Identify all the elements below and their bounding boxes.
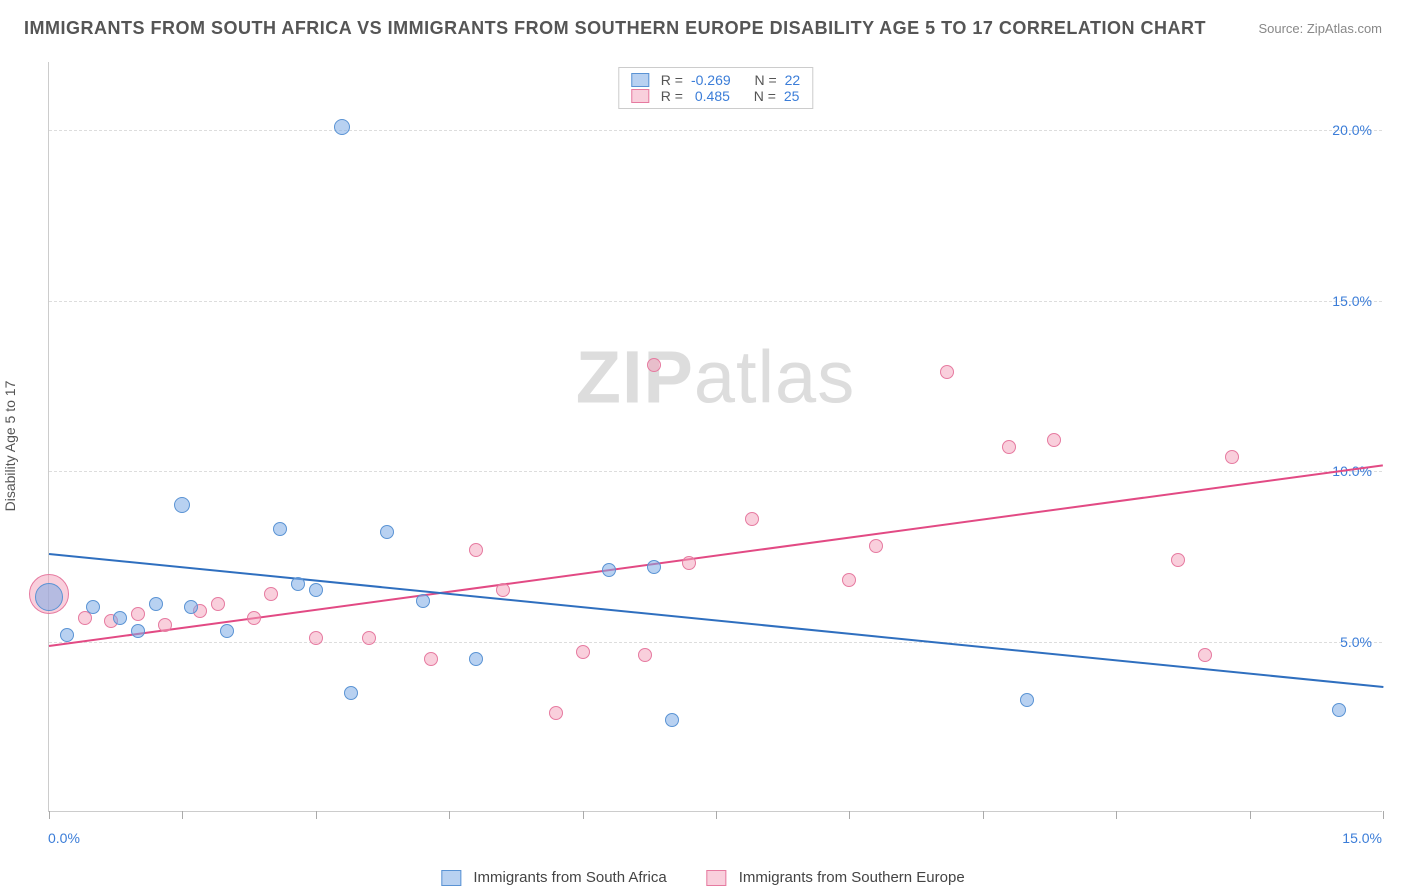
marker-series-b bbox=[647, 358, 661, 372]
watermark-thin: atlas bbox=[694, 335, 855, 418]
marker-series-a bbox=[647, 560, 661, 574]
r-label: R = bbox=[661, 88, 683, 104]
marker-series-b bbox=[496, 583, 510, 597]
stats-legend: R = -0.269 N = 22 R = 0.485 N = 25 bbox=[618, 67, 813, 109]
grid-h bbox=[49, 642, 1382, 643]
marker-series-a bbox=[344, 686, 358, 700]
x-tick bbox=[583, 811, 584, 819]
marker-series-b bbox=[469, 543, 483, 557]
grid-h bbox=[49, 301, 1382, 302]
legend-item-a: Immigrants from South Africa bbox=[441, 869, 666, 886]
marker-series-a bbox=[184, 600, 198, 614]
x-tick bbox=[49, 811, 50, 819]
marker-series-b bbox=[682, 556, 696, 570]
y-tick-label: 20.0% bbox=[1332, 122, 1372, 138]
marker-series-a bbox=[334, 119, 350, 135]
x-tick bbox=[983, 811, 984, 819]
watermark: ZIPatlas bbox=[576, 334, 855, 419]
marker-series-a bbox=[309, 583, 323, 597]
marker-series-b bbox=[1171, 553, 1185, 567]
swatch-series-a bbox=[441, 870, 461, 886]
marker-series-b bbox=[309, 631, 323, 645]
marker-series-a bbox=[1020, 693, 1034, 707]
bottom-legend: Immigrants from South Africa Immigrants … bbox=[441, 869, 964, 886]
plot-area: ZIPatlas R = -0.269 N = 22 R = 0.485 N =… bbox=[48, 62, 1382, 812]
x-tick bbox=[1116, 811, 1117, 819]
grid-h bbox=[49, 471, 1382, 472]
legend-item-b: Immigrants from Southern Europe bbox=[707, 869, 965, 886]
marker-series-b bbox=[424, 652, 438, 666]
swatch-series-b bbox=[631, 89, 649, 103]
y-tick-label: 5.0% bbox=[1340, 634, 1372, 650]
stats-row-b: R = 0.485 N = 25 bbox=[631, 88, 800, 104]
swatch-series-a bbox=[631, 73, 649, 87]
source-label: Source: ZipAtlas.com bbox=[1258, 21, 1382, 36]
marker-series-a bbox=[220, 624, 234, 638]
legend-label-a: Immigrants from South Africa bbox=[473, 869, 666, 886]
n-label: N = bbox=[754, 72, 776, 88]
y-tick-label: 15.0% bbox=[1332, 293, 1372, 309]
marker-series-a bbox=[60, 628, 74, 642]
grid-h bbox=[49, 130, 1382, 131]
n-value-b: 25 bbox=[784, 88, 800, 104]
marker-series-b bbox=[638, 648, 652, 662]
x-tick-label: 15.0% bbox=[1342, 830, 1382, 846]
watermark-bold: ZIP bbox=[576, 335, 694, 418]
marker-series-a bbox=[416, 594, 430, 608]
marker-series-b bbox=[211, 597, 225, 611]
marker-series-a bbox=[291, 577, 305, 591]
marker-series-a bbox=[469, 652, 483, 666]
x-tick bbox=[849, 811, 850, 819]
x-tick-label: 0.0% bbox=[48, 830, 80, 846]
marker-series-b bbox=[158, 618, 172, 632]
marker-series-b bbox=[869, 539, 883, 553]
marker-series-b bbox=[576, 645, 590, 659]
x-tick bbox=[1250, 811, 1251, 819]
marker-series-b bbox=[940, 365, 954, 379]
x-tick bbox=[316, 811, 317, 819]
y-axis-title: Disability Age 5 to 17 bbox=[2, 381, 18, 512]
marker-series-a bbox=[86, 600, 100, 614]
marker-series-a bbox=[149, 597, 163, 611]
r-label: R = bbox=[661, 72, 683, 88]
marker-series-b bbox=[842, 573, 856, 587]
marker-series-a bbox=[131, 624, 145, 638]
x-tick bbox=[716, 811, 717, 819]
x-tick bbox=[182, 811, 183, 819]
marker-series-b bbox=[745, 512, 759, 526]
marker-series-a bbox=[113, 611, 127, 625]
n-label: N = bbox=[754, 88, 776, 104]
marker-series-b bbox=[549, 706, 563, 720]
marker-series-b bbox=[362, 631, 376, 645]
legend-label-b: Immigrants from Southern Europe bbox=[739, 869, 965, 886]
marker-series-b bbox=[1047, 433, 1061, 447]
marker-series-a bbox=[174, 497, 190, 513]
marker-series-a bbox=[35, 583, 63, 611]
r-value-a: -0.269 bbox=[691, 72, 731, 88]
swatch-series-b bbox=[707, 870, 727, 886]
marker-series-a bbox=[665, 713, 679, 727]
chart-title: IMMIGRANTS FROM SOUTH AFRICA VS IMMIGRAN… bbox=[24, 18, 1206, 39]
x-tick bbox=[449, 811, 450, 819]
marker-series-a bbox=[1332, 703, 1346, 717]
n-value-a: 22 bbox=[785, 72, 801, 88]
marker-series-b bbox=[264, 587, 278, 601]
marker-series-b bbox=[1002, 440, 1016, 454]
marker-series-b bbox=[1225, 450, 1239, 464]
marker-series-b bbox=[1198, 648, 1212, 662]
marker-series-a bbox=[380, 525, 394, 539]
x-tick bbox=[1383, 811, 1384, 819]
stats-row-a: R = -0.269 N = 22 bbox=[631, 72, 800, 88]
marker-series-b bbox=[247, 611, 261, 625]
marker-series-a bbox=[273, 522, 287, 536]
marker-series-b bbox=[131, 607, 145, 621]
r-value-b: 0.485 bbox=[691, 88, 730, 104]
marker-series-a bbox=[602, 563, 616, 577]
